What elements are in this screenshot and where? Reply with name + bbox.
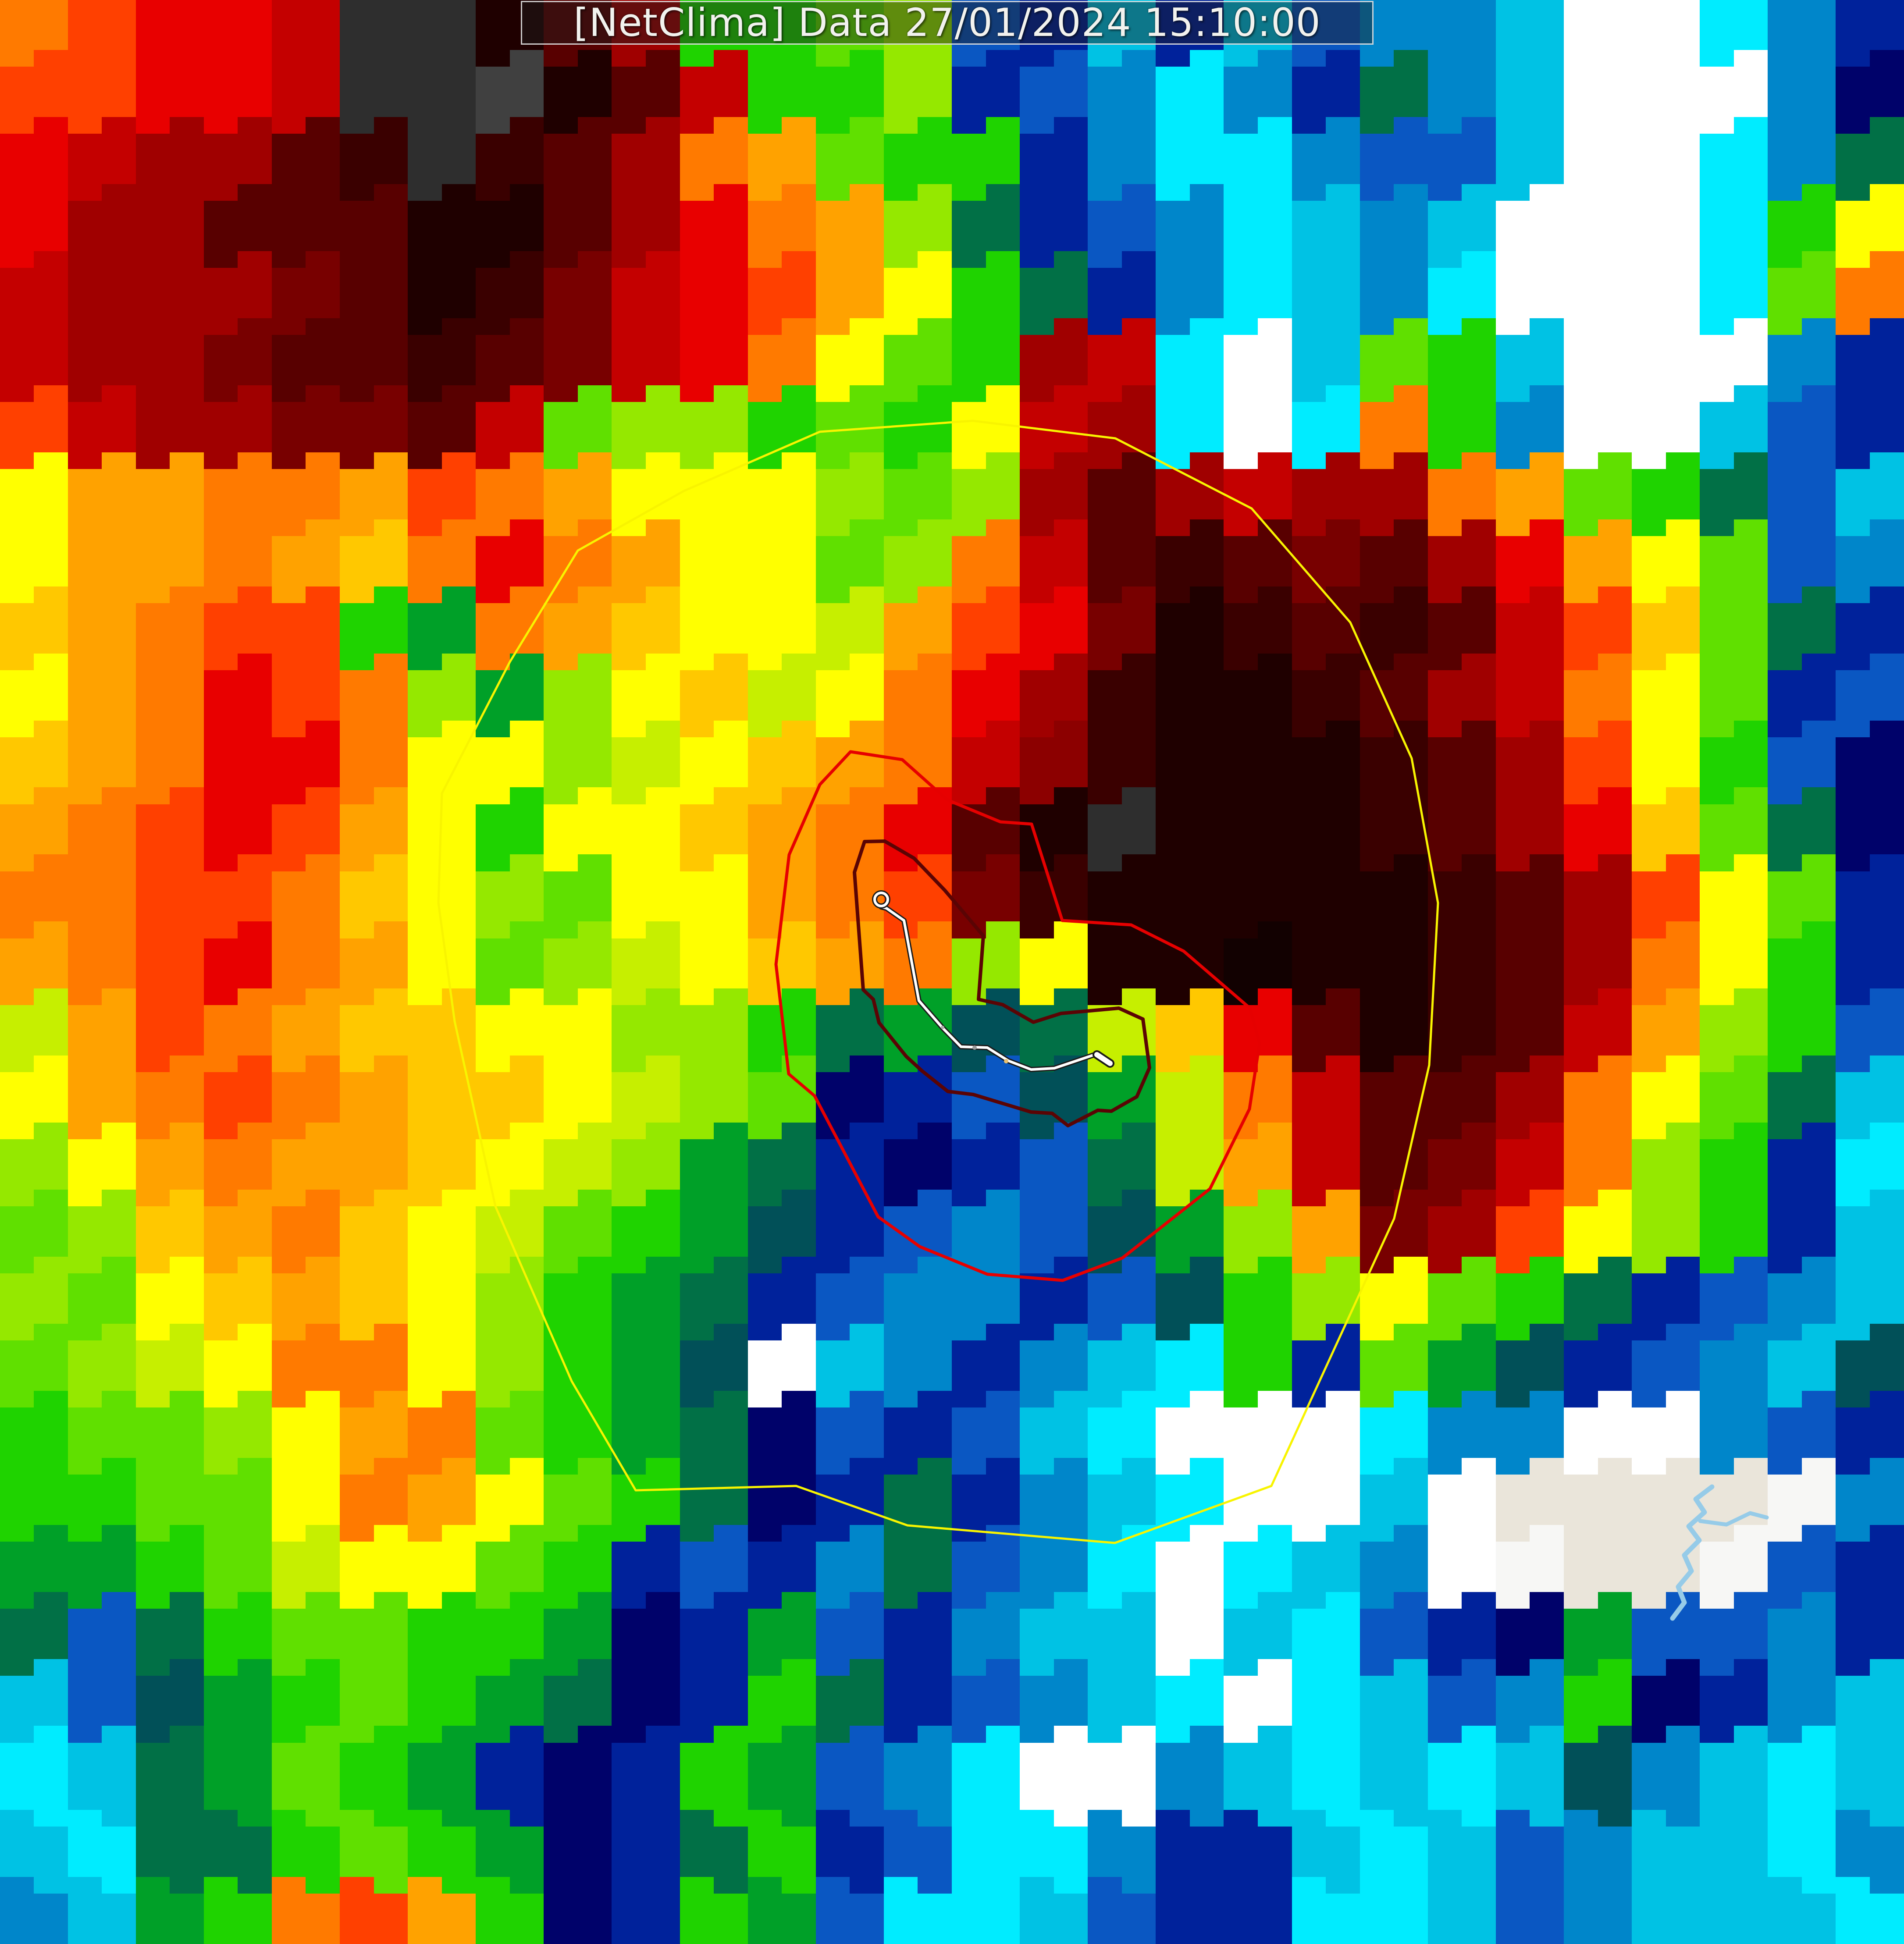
- timestamp-banner: [NetClima] Data 27/01/2024 15:10:00: [521, 1, 1374, 45]
- timestamp-text: [NetClima] Data 27/01/2024 15:10:00: [573, 0, 1321, 45]
